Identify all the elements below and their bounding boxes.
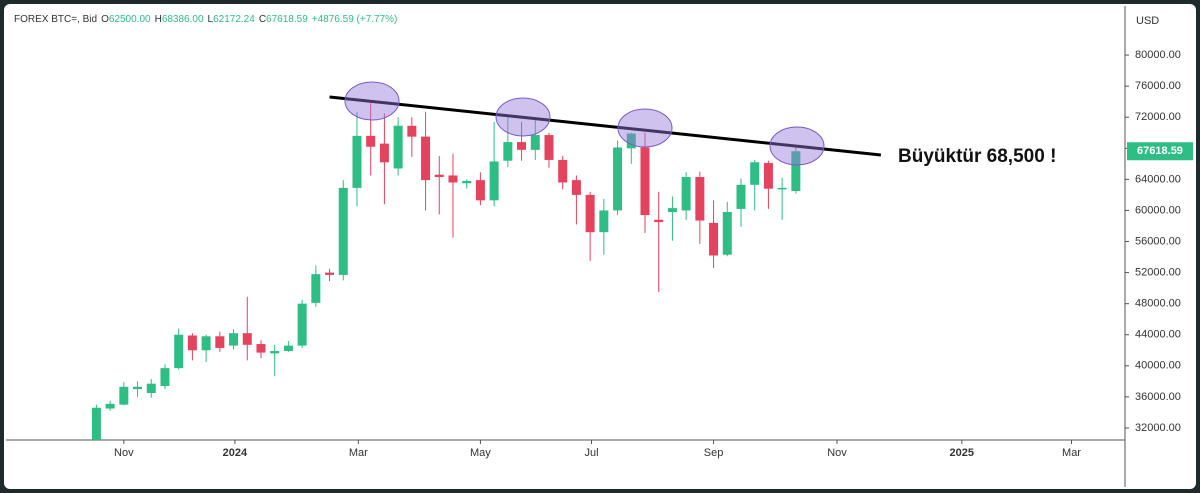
candle-body xyxy=(448,175,458,183)
panel xyxy=(4,4,1196,489)
candle-body xyxy=(763,163,773,189)
candle-body xyxy=(160,368,170,387)
annotation: Büyüktür 68,500 ! xyxy=(898,146,1056,167)
last-price-tag xyxy=(1127,142,1193,161)
ohlc-value: 62500.00 xyxy=(109,14,151,25)
symbol: FOREX BTC=, Bid xyxy=(14,14,97,25)
candle-body xyxy=(462,180,472,184)
y-tick-label: 32000.00 xyxy=(1135,422,1181,434)
candle-body xyxy=(750,162,760,185)
candle-body xyxy=(283,345,293,352)
candle-body xyxy=(626,133,636,149)
change: +4876.59 (+7.77%) xyxy=(312,14,398,25)
candle-body xyxy=(379,143,389,163)
candle-body xyxy=(558,159,568,183)
candle-body xyxy=(736,184,746,209)
y-tick-label: 52000.00 xyxy=(1135,266,1181,278)
y-tick-label: 72000.00 xyxy=(1135,111,1181,123)
ohlc-key: L xyxy=(208,14,214,25)
candle-body xyxy=(133,386,143,390)
candle-body xyxy=(530,135,540,150)
candle-body xyxy=(681,177,691,211)
x-tick-label: Nov xyxy=(114,447,134,459)
plot-area xyxy=(91,81,882,440)
y-tick-label: 36000.00 xyxy=(1135,391,1181,403)
candle-body xyxy=(256,344,266,353)
x-tick-label: 2024 xyxy=(223,447,248,459)
candle-body xyxy=(475,180,485,201)
candle-body xyxy=(654,219,664,223)
candle-body xyxy=(571,180,581,195)
ohlc-value: 67618.59 xyxy=(266,14,308,25)
candle-body xyxy=(215,336,225,348)
highlight xyxy=(344,81,400,121)
logo-text: LSEG xyxy=(1161,472,1191,484)
ohlc-key: C xyxy=(259,14,266,25)
trendline xyxy=(329,95,882,157)
header: FOREX BTC=, Bid O62500.00 H68386.00 L62172.… xyxy=(14,14,397,25)
candle-body xyxy=(242,333,252,345)
candle-body xyxy=(201,336,211,351)
y-tick-label: 76000.00 xyxy=(1135,80,1181,92)
y-tick-label: 44000.00 xyxy=(1135,329,1181,341)
candle-body xyxy=(613,147,623,211)
y-tick-label: 56000.00 xyxy=(1135,235,1181,247)
x-tick-label: 2025 xyxy=(950,447,974,459)
candle-body xyxy=(146,383,156,393)
candle-body xyxy=(640,147,650,216)
highlight xyxy=(617,108,673,148)
y-tick-label: 40000.00 xyxy=(1135,360,1181,372)
candle-body xyxy=(91,407,101,440)
ohlc-value: 68386.00 xyxy=(162,14,204,25)
ohlc-value: 62172.24 xyxy=(213,14,255,25)
candle-body xyxy=(119,386,129,405)
candle-body xyxy=(297,303,307,346)
x-tick-label: Nov xyxy=(827,447,847,459)
candle-body xyxy=(489,161,499,201)
y-tick-label: 64000.00 xyxy=(1135,173,1181,185)
candle-body xyxy=(338,187,348,275)
candle-body xyxy=(421,136,431,181)
x-tick-label: Mar xyxy=(1062,447,1081,459)
candle-body xyxy=(434,174,444,178)
candle-body xyxy=(407,125,417,137)
candle-body xyxy=(777,187,787,190)
candle-body xyxy=(366,135,376,147)
last-price-label: 67618.59 xyxy=(1137,145,1183,157)
candle-body xyxy=(517,142,527,150)
candle-body xyxy=(709,222,719,256)
x-tick-label: Mar xyxy=(349,447,368,459)
highlight xyxy=(495,97,551,137)
candle-body xyxy=(695,177,705,221)
currency: USD xyxy=(1136,15,1159,27)
candle-body xyxy=(544,135,554,160)
candle-body xyxy=(585,194,595,233)
logo: LSEG xyxy=(1146,470,1191,484)
candle-body xyxy=(325,272,335,275)
y-tick-label: 48000.00 xyxy=(1135,298,1181,310)
candle-body xyxy=(187,335,197,351)
ohlc-key: O xyxy=(101,14,109,25)
x-tick-label: Sep xyxy=(704,447,724,459)
highlight xyxy=(769,126,825,166)
candle-body xyxy=(791,151,801,192)
y-tick-label: 60000.00 xyxy=(1135,204,1181,216)
candle-body xyxy=(311,274,321,303)
candle-body xyxy=(174,334,184,369)
candle-body xyxy=(722,211,732,255)
ohlc-key: H xyxy=(155,14,162,25)
candle-body xyxy=(503,142,513,161)
x-tick-label: May xyxy=(470,447,491,459)
candle-body xyxy=(229,333,239,346)
x-tick-label: Jul xyxy=(584,447,598,459)
candle-body xyxy=(105,403,115,409)
candle-body xyxy=(599,210,609,233)
candle-body xyxy=(667,208,677,212)
candle-body xyxy=(352,135,362,188)
candle-body xyxy=(270,351,280,354)
y-tick-label: 80000.00 xyxy=(1135,49,1181,61)
candle-body xyxy=(393,125,403,169)
